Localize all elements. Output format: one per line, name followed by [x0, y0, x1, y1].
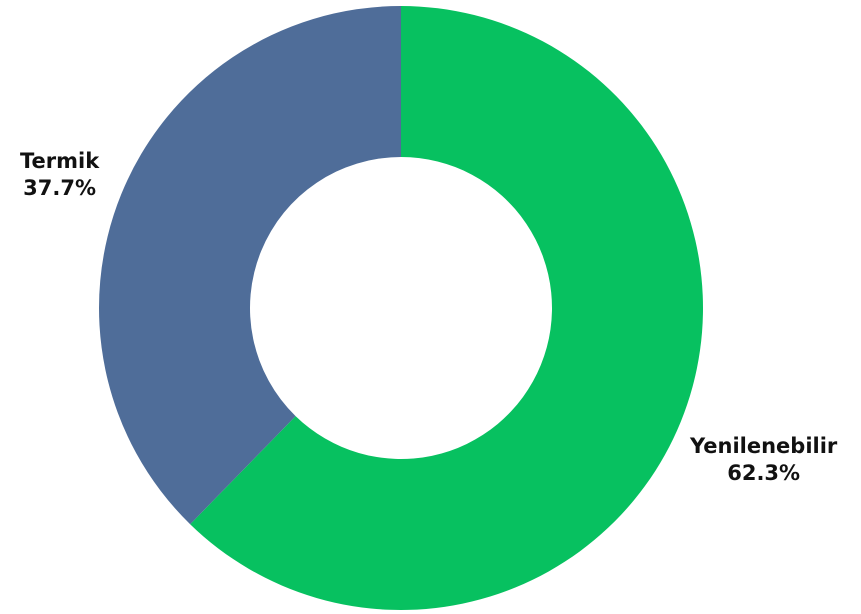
slice-label-termik: Termik 37.7%	[20, 148, 99, 202]
slice-label-name: Termik	[20, 149, 100, 173]
slice-label-yenilenebilir: Yenilenebilir 62.3%	[690, 433, 837, 487]
slice-yenilenebilir	[190, 6, 703, 610]
slice-label-percent: 37.7%	[23, 176, 97, 200]
slice-label-name: Yenilenebilir	[690, 434, 838, 458]
slices-group	[98, 6, 703, 610]
slice-termik	[98, 6, 402, 525]
slice-label-percent: 62.3%	[727, 461, 801, 485]
